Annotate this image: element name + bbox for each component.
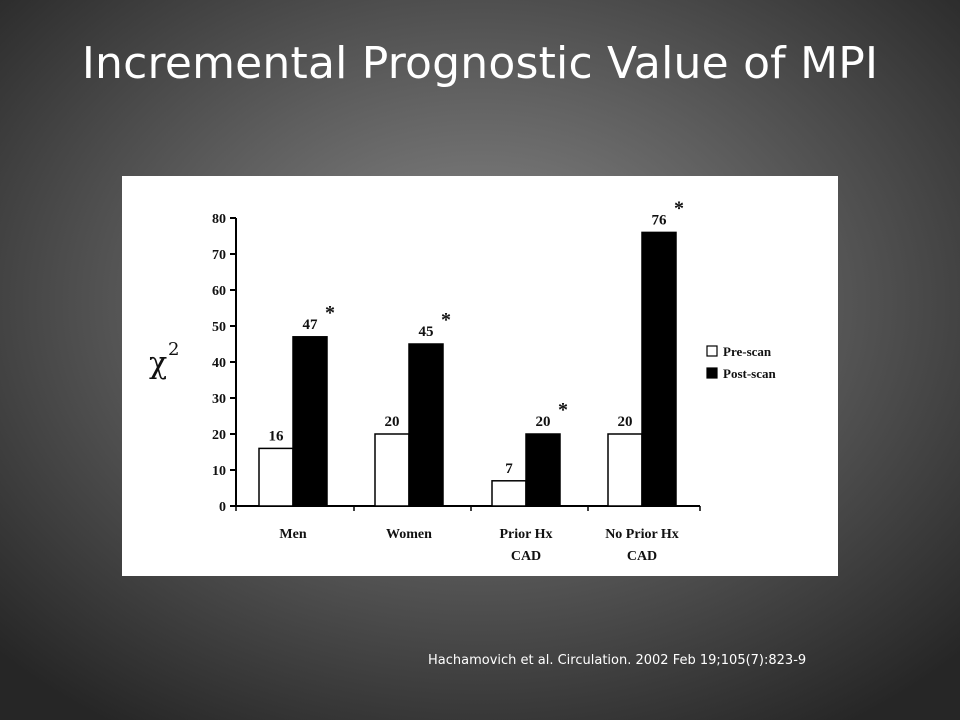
- legend-swatch: [706, 345, 718, 357]
- y-tick-label: 20: [212, 428, 226, 443]
- x-category-label: No Prior Hx: [605, 527, 679, 542]
- legend-label: Post-scan: [723, 366, 776, 381]
- x-category-label: CAD: [511, 549, 541, 564]
- chart-panel: 0 10 20 30 40 50 60 70 80 χ 2 16 47 * Men 20 45 * Women 7 20…: [122, 176, 838, 576]
- bar-value-label-post-scan: 47: [303, 317, 319, 333]
- bar-pre-scan: [607, 433, 643, 507]
- x-category-label: CAD: [627, 549, 657, 564]
- bar-value-label-post-scan: 20: [536, 414, 551, 430]
- bar-post-scan: [525, 433, 561, 507]
- y-axis-label-superscript: 2: [168, 339, 179, 360]
- bar-value-label-post-scan: 45: [419, 324, 434, 340]
- bar-value-label-pre-scan: 20: [618, 414, 633, 430]
- x-category-label: Men: [279, 527, 306, 542]
- bar-post-scan: [641, 231, 677, 507]
- slide-title: Incremental Prognostic Value of MPI: [81, 38, 879, 89]
- bar-post-scan: [408, 343, 444, 507]
- bar-pre-scan: [491, 480, 527, 507]
- legend-swatch: [706, 367, 718, 379]
- y-tick-label: 40: [212, 356, 226, 371]
- bar-value-label-pre-scan: 16: [269, 428, 285, 444]
- y-axis-label: χ: [149, 346, 167, 381]
- y-tick-label: 10: [212, 464, 226, 479]
- bar-pre-scan: [374, 433, 410, 507]
- y-tick-label: 30: [212, 392, 226, 407]
- significance-marker: *: [674, 197, 684, 219]
- significance-marker: *: [558, 399, 568, 421]
- bar-post-scan: [292, 336, 328, 507]
- bar-value-label-pre-scan: 20: [385, 414, 400, 430]
- x-category-label: Prior Hx: [499, 527, 552, 542]
- bar-pre-scan: [258, 447, 294, 507]
- legend-label: Pre-scan: [723, 344, 772, 359]
- y-tick-label: 0: [219, 500, 226, 515]
- y-tick-label: 80: [212, 212, 226, 227]
- citation: Hachamovich et al. Circulation. 2002 Feb…: [428, 653, 807, 668]
- y-tick-label: 60: [212, 284, 226, 299]
- y-tick-label: 50: [212, 320, 226, 335]
- significance-marker: *: [441, 309, 451, 331]
- x-category-label: Women: [386, 527, 432, 542]
- significance-marker: *: [325, 302, 335, 324]
- bar-value-label-pre-scan: 7: [505, 461, 513, 477]
- y-tick-label: 70: [212, 248, 226, 263]
- bar-value-label-post-scan: 76: [652, 212, 668, 228]
- bar-chart: 0 10 20 30 40 50 60 70 80 χ 2 16 47 * Men 20 45 * Women 7 20…: [149, 197, 776, 564]
